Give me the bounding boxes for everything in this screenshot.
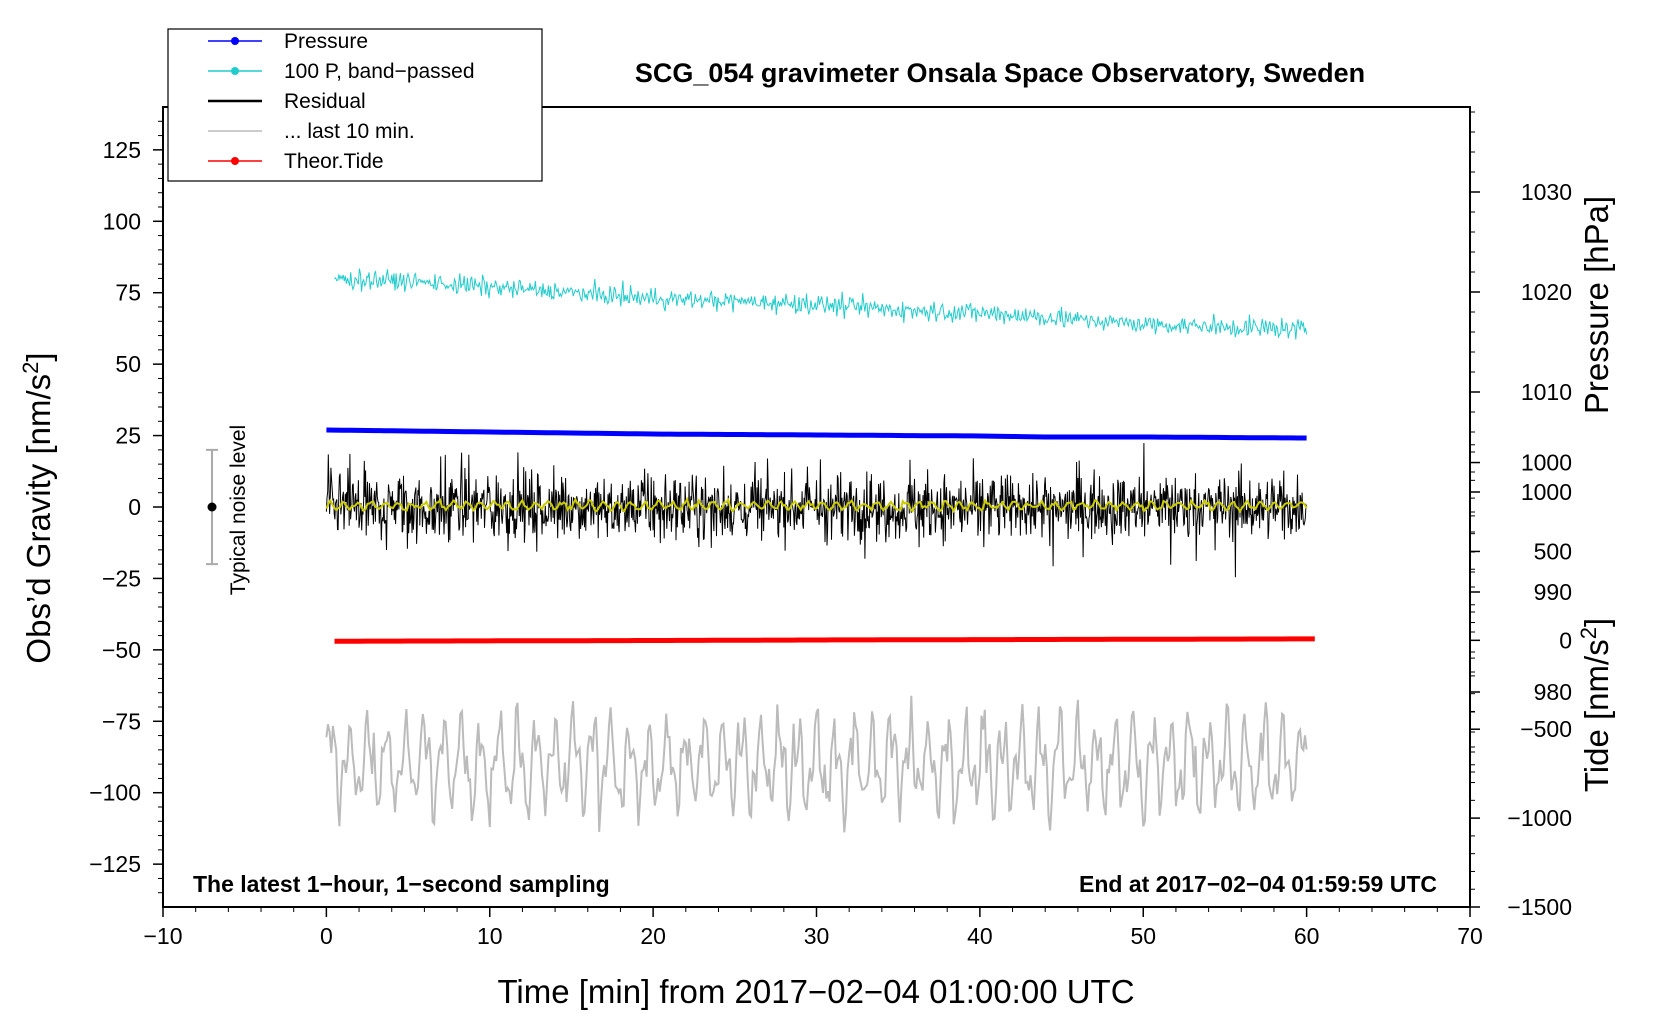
pressure-tick-label: 1020 <box>1521 279 1572 305</box>
y-left-tick-label: 25 <box>115 423 141 449</box>
x-tick-label: 0 <box>320 923 333 949</box>
tide-tick-label: −1500 <box>1507 894 1572 920</box>
chart-title: SCG_054 gravimeter Onsala Space Observat… <box>635 58 1365 88</box>
pressure-tick-label: 1010 <box>1521 379 1572 405</box>
legend-label: 100 P, band−passed <box>284 60 475 83</box>
x-tick-label: 40 <box>967 923 993 949</box>
tide-tick-label: 500 <box>1534 538 1572 564</box>
x-tick-label: 20 <box>640 923 666 949</box>
legend-label: Pressure <box>284 30 368 53</box>
series-residual-smoothed <box>325 496 1308 514</box>
tide-tick-label: 1000 <box>1521 450 1572 476</box>
tide-tick-label: −1000 <box>1507 805 1572 831</box>
legend-label: ... last 10 min. <box>284 120 415 143</box>
x-tick-label: 50 <box>1130 923 1156 949</box>
series-band-passed-pressure <box>334 268 1308 340</box>
y-axis-title-left: Obs’d Gravity [nm/s2] <box>18 352 58 663</box>
y-left-tick-label: −100 <box>89 780 141 806</box>
x-tick-label: 70 <box>1457 923 1483 949</box>
tide-tick-label: −500 <box>1520 716 1572 742</box>
y-left-tick-label: 100 <box>103 208 141 234</box>
pressure-tick-label: 980 <box>1534 679 1572 705</box>
noise-indicator-label: Typical noise level <box>227 425 250 595</box>
y-left-tick-label: −125 <box>89 851 141 877</box>
footer-right-text: End at 2017−02−04 01:59:59 UTC <box>1079 871 1437 897</box>
noise-indicator-dot <box>207 502 217 512</box>
x-tick-label: 30 <box>804 923 830 949</box>
y-left-tick-label: −25 <box>102 565 141 591</box>
pressure-tick-label: 990 <box>1534 579 1572 605</box>
y-axis-title-pressure: Pressure [hPa] <box>1578 196 1615 414</box>
x-tick-label: 60 <box>1294 923 1320 949</box>
x-axis-title: Time [min] from 2017−02−04 01:00:00 UTC <box>497 973 1134 1010</box>
x-tick-label: 10 <box>477 923 503 949</box>
legend-marker <box>231 37 239 45</box>
y-axis-title-tide: Tide [nm/s2] <box>1576 618 1616 792</box>
legend-marker <box>231 67 239 75</box>
series-last-10-min <box>325 695 1308 833</box>
series-pressure <box>326 427 1307 441</box>
pressure-tick-label: 1000 <box>1521 479 1572 505</box>
x-tick-label: −10 <box>143 923 182 949</box>
series-theoretical-tide <box>334 636 1315 644</box>
legend-label: Residual <box>284 90 366 113</box>
tide-tick-label: 0 <box>1559 627 1572 653</box>
y-left-tick-label: 50 <box>115 351 141 377</box>
legend: Pressure 100 P, band−passed Residual ... la… <box>167 28 543 182</box>
y-left-tick-label: −50 <box>102 637 141 663</box>
y-left-tick-label: 75 <box>115 280 141 306</box>
legend-label: Theor.Tide <box>284 150 384 173</box>
footer-left-text: The latest 1−hour, 1−second sampling <box>193 871 610 897</box>
legend-marker <box>231 157 239 165</box>
y-left-tick-label: 125 <box>103 137 141 163</box>
legend-box <box>167 28 543 182</box>
series-residual <box>325 442 1308 578</box>
y-left-tick-label: −75 <box>102 708 141 734</box>
y-left-tick-label: 0 <box>128 494 141 520</box>
pressure-tick-label: 1030 <box>1521 179 1572 205</box>
